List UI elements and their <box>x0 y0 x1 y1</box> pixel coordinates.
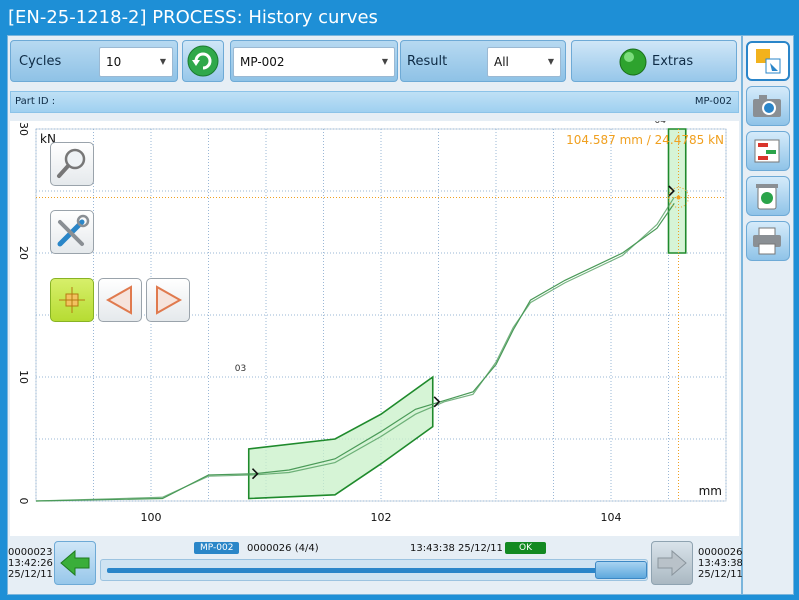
cursor-circle <box>668 186 690 208</box>
trash-icon <box>756 184 778 210</box>
chevron-down-icon: ▼ <box>547 57 554 66</box>
x-tick-label: 100 <box>141 511 162 524</box>
slider-thumb[interactable] <box>595 561 647 579</box>
camera-icon <box>753 95 781 117</box>
part-id-label: Part ID : <box>15 96 56 107</box>
part-id-bar: Part ID : MP-002 <box>10 91 739 113</box>
cursor-readout: 104.587 mm / 24.4785 kN <box>566 133 724 147</box>
result-label: Result <box>407 54 448 69</box>
envelope-label: 04 <box>655 121 667 126</box>
entry-marker <box>251 468 259 480</box>
snapshot-button[interactable] <box>746 86 790 126</box>
cycles-dropdown[interactable]: 10 ▼ <box>99 47 173 77</box>
last-cycle-time: 13:43:38 <box>698 558 743 569</box>
triangle-right-icon <box>156 285 183 315</box>
cycle-slider[interactable] <box>100 559 648 581</box>
delete-button[interactable] <box>746 176 790 216</box>
select-view-icon <box>756 49 781 74</box>
x-axis-label: mm <box>699 484 722 498</box>
extras-button[interactable]: Extras <box>571 40 737 82</box>
entry-marker <box>433 396 441 408</box>
cycle-navigator: 0000023 13:42:26 25/12/11 MP-002 0000026… <box>8 541 743 596</box>
select-view-button[interactable] <box>746 41 790 81</box>
tools-icon <box>57 214 90 247</box>
chevron-down-icon: ▼ <box>159 57 166 66</box>
compare-button[interactable] <box>746 131 790 171</box>
first-cycle-time: 13:42:26 <box>8 558 53 569</box>
main-panel: Cycles 10 ▼ MP-002 ▼ Result All ▼ Extras <box>7 35 743 596</box>
history-curve-2 <box>35 196 675 502</box>
y-tick-label: 20 <box>17 246 30 260</box>
next-cycle-button[interactable] <box>651 541 693 585</box>
print-button[interactable] <box>746 221 790 261</box>
arrow-left-icon <box>60 549 90 577</box>
x-tick-label: 102 <box>371 511 392 524</box>
first-cycle-id: 0000023 <box>8 547 53 558</box>
refresh-button[interactable] <box>182 40 224 82</box>
y-tick-label: 0 <box>17 498 30 505</box>
tolerance-envelope-04 <box>667 128 687 254</box>
compare-icon <box>754 139 780 163</box>
last-cycle-date: 25/12/11 <box>698 569 743 580</box>
program-value: MP-002 <box>240 55 285 69</box>
y-tick-label: 30 <box>17 122 30 136</box>
first-cycle-info: 0000023 13:42:26 25/12/11 <box>8 547 53 580</box>
y-tick-label: 10 <box>17 370 30 384</box>
cursor-mode-button[interactable] <box>50 278 94 322</box>
result-dropdown[interactable]: All ▼ <box>487 47 561 77</box>
window-title: [EN-25-1218-2] PROCESS: History curves <box>0 0 799 36</box>
x-tick-label: 104 <box>601 511 622 524</box>
history-chart-area: 100 102 104 0 10 20 30 kN mm 03 04 104.587 mm / 24.… <box>10 121 739 536</box>
cycles-panel: Cycles 10 ▼ <box>10 40 178 82</box>
last-cycle-id: 0000026 <box>698 547 743 558</box>
cycle-info: 0000026 (4/4) <box>247 543 319 554</box>
arrow-right-icon <box>657 549 687 577</box>
program-badge: MP-002 <box>194 542 240 554</box>
first-cycle-date: 25/12/11 <box>8 569 53 580</box>
settings-button[interactable] <box>50 210 94 254</box>
cycle-time: 13:43:38 <box>410 543 455 554</box>
printer-icon <box>753 227 781 255</box>
cycle-date: 25/12/11 <box>458 543 503 554</box>
zoom-button[interactable] <box>50 142 94 186</box>
extras-label: Extras <box>652 54 694 69</box>
previous-curve-button[interactable] <box>98 278 142 322</box>
previous-cycle-button[interactable] <box>54 541 96 585</box>
entry-marker <box>668 185 675 197</box>
next-curve-button[interactable] <box>146 278 190 322</box>
cursor-point <box>676 195 681 200</box>
refresh-icon <box>187 45 219 77</box>
history-curve-1 <box>35 203 675 502</box>
cycles-value: 10 <box>106 55 122 69</box>
part-id-value: MP-002 <box>694 96 732 107</box>
result-badge: OK <box>505 542 546 554</box>
program-panel: MP-002 ▼ <box>230 40 398 82</box>
triangle-left-icon <box>105 285 132 315</box>
status-led-icon <box>619 48 647 76</box>
cycles-label: Cycles <box>19 54 62 69</box>
slider-track <box>107 568 641 573</box>
cursor-icon <box>59 287 85 313</box>
right-toolbar <box>742 35 794 595</box>
envelope-label: 03 <box>235 364 246 374</box>
result-panel: Result All ▼ <box>400 40 566 82</box>
result-value: All <box>494 55 509 69</box>
last-cycle-info: 0000026 13:43:38 25/12/11 <box>698 547 743 580</box>
magnifier-icon <box>57 148 86 178</box>
chevron-down-icon: ▼ <box>381 57 388 66</box>
program-dropdown[interactable]: MP-002 ▼ <box>233 47 395 77</box>
